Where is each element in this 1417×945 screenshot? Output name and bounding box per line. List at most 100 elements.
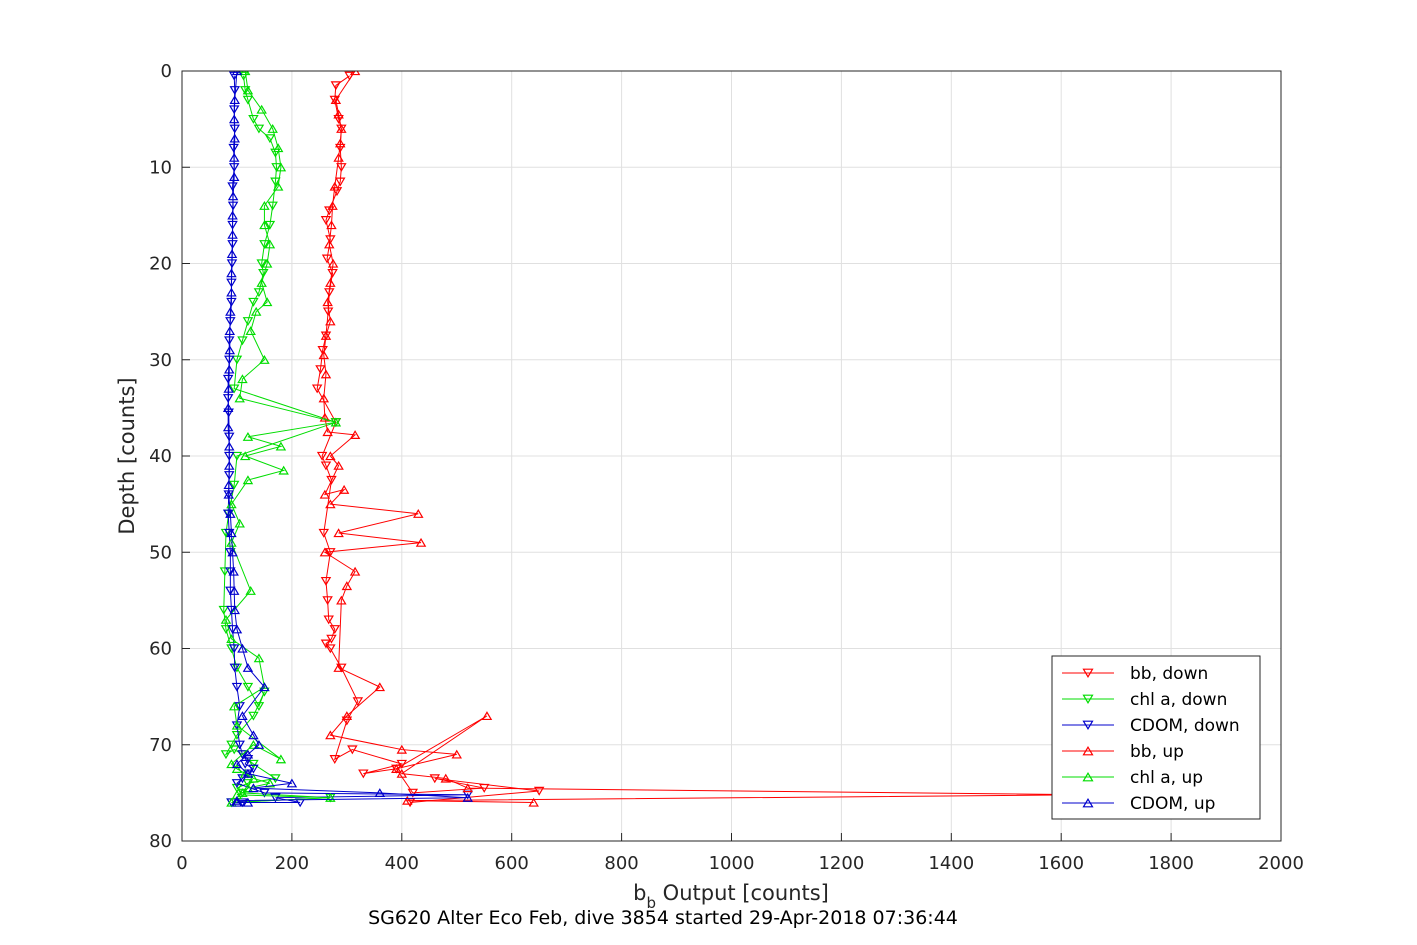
y-tick-label: 70: [149, 735, 172, 756]
data-point: [222, 403, 234, 413]
data-point: [329, 755, 341, 764]
data-point: [264, 134, 276, 144]
data-point: [228, 143, 239, 153]
data-point: [234, 518, 245, 528]
data-point: [228, 566, 239, 576]
data-point: [316, 451, 328, 461]
data-point: [253, 653, 265, 663]
data-point: [228, 152, 240, 162]
legend-item: chl a, down: [1062, 690, 1227, 710]
legend-item: CDOM, up: [1062, 794, 1215, 814]
data-point: [237, 374, 248, 384]
data-point: [231, 451, 243, 461]
data-point: [226, 740, 237, 750]
data-point: [352, 697, 364, 707]
data-point: [325, 792, 336, 802]
data-point: [462, 792, 473, 802]
data-point: [270, 793, 281, 803]
data-point: [242, 768, 254, 778]
x-tick-label: 200: [275, 853, 309, 874]
data-point: [415, 537, 427, 547]
data-point: [258, 268, 269, 278]
data-point: [242, 797, 254, 807]
data-point: [349, 71, 361, 76]
data-point: [242, 749, 254, 759]
data-point: [335, 177, 346, 187]
data-point: [451, 749, 462, 759]
series-cdom-up: [222, 71, 473, 807]
data-point: [330, 95, 342, 105]
x-tick-label: 1800: [1148, 853, 1194, 874]
data-point: [226, 268, 237, 278]
data-point: [228, 745, 240, 755]
y-tick-label: 10: [149, 157, 172, 178]
data-point: [223, 489, 234, 499]
data-point: [226, 528, 237, 538]
data-point: [481, 711, 493, 721]
data-point: [227, 547, 238, 557]
data-point: [333, 662, 344, 672]
data-point: [259, 200, 270, 210]
data-point: [253, 702, 265, 712]
data-point: [330, 417, 342, 427]
data-point: [336, 123, 347, 133]
data-point: [222, 422, 234, 432]
legend-box: [1051, 655, 1261, 820]
data-point: [220, 625, 232, 635]
data-point: [404, 798, 416, 808]
y-tick-label: 50: [149, 542, 172, 563]
data-point: [341, 581, 353, 591]
data-point: [222, 374, 234, 384]
data-point: [318, 528, 330, 538]
y-tick-label: 60: [149, 639, 172, 660]
data-point: [330, 81, 342, 91]
series-line: [316, 75, 540, 803]
data-point: [349, 430, 361, 439]
data-point: [259, 687, 270, 697]
y-axis-label: Depth [counts]: [115, 377, 139, 534]
axis-ticks: 0 200 400 600 800 1000 1200 1400 1600 1800 2000 0 10…: [149, 61, 1304, 874]
data-point: [533, 786, 545, 796]
series-line: [323, 71, 1089, 803]
y-tick-label: 40: [149, 446, 172, 467]
data-point: [319, 412, 331, 422]
legend-marker: [1082, 668, 1094, 679]
data-point: [256, 259, 267, 269]
legend-item: chl a, up: [1062, 768, 1203, 788]
data-point: [329, 181, 341, 191]
data-point: [225, 508, 236, 518]
data-point: [286, 778, 298, 788]
x-axis-label-subscript: b: [646, 894, 656, 912]
data-point: [259, 220, 270, 230]
data-point: [374, 682, 386, 692]
data-point: [326, 634, 337, 644]
data-point: [325, 316, 336, 326]
data-point: [224, 432, 235, 442]
data-point: [225, 567, 236, 577]
legend-label: bb, up: [1130, 742, 1184, 762]
x-tick-label: 1000: [709, 853, 755, 874]
data-point: [227, 210, 238, 220]
data-point: [322, 297, 333, 307]
data-point: [528, 797, 539, 807]
data-point: [326, 220, 337, 230]
y-tick-label: 20: [149, 254, 172, 275]
data-point: [242, 475, 254, 485]
legend-marker: [1082, 771, 1094, 782]
data-point: [323, 615, 334, 625]
data-point: [234, 740, 245, 750]
data-point: [272, 181, 284, 191]
data-point: [248, 711, 259, 721]
data-point: [320, 576, 332, 586]
data-point: [239, 86, 251, 96]
data-point: [219, 567, 231, 577]
series-layer: [218, 71, 1094, 808]
data-point: [220, 750, 232, 760]
data-point: [413, 508, 424, 518]
data-point: [242, 85, 254, 95]
data-point: [224, 460, 235, 470]
data-point: [248, 730, 259, 740]
data-point: [231, 795, 243, 805]
data-point: [396, 768, 408, 778]
data-point: [242, 317, 254, 327]
